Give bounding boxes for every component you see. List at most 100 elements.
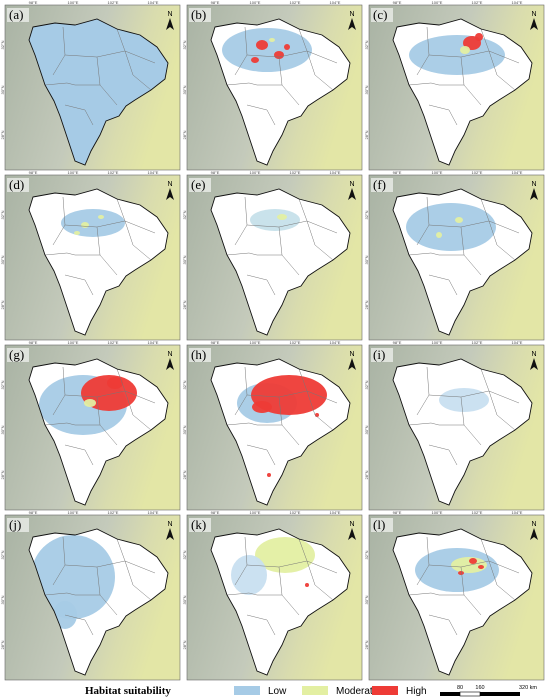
lon-label: 98°E [393, 0, 402, 5]
county-border [480, 198, 490, 222]
county-border [226, 252, 258, 256]
county-border [124, 390, 152, 431]
suitability-layer [39, 375, 137, 435]
north-arrow: N [531, 11, 536, 18]
label-box [7, 178, 29, 192]
lat-label: 32°N [0, 210, 5, 219]
county-border [408, 82, 440, 86]
county-border [428, 560, 520, 574]
north-arrow-icon [166, 528, 174, 540]
county-border [480, 538, 490, 562]
panel-label: (g) [9, 347, 24, 362]
suitability-area [436, 232, 442, 238]
lon-label: 98°E [393, 340, 402, 345]
suitability-area [251, 57, 259, 63]
province-border [210, 188, 351, 336]
north-arrow: N [167, 11, 172, 18]
county-border [428, 274, 458, 296]
suitability-layer [61, 209, 125, 237]
province-border [392, 188, 533, 336]
county-border [64, 220, 156, 234]
north-arrow: N [349, 181, 354, 188]
lon-label: 98°E [29, 170, 38, 175]
lon-label: 100°E [250, 510, 261, 515]
panel-label: (j) [9, 517, 21, 532]
suitability-area [31, 535, 115, 619]
suitability-area [475, 33, 483, 41]
lat-label: 30°N [0, 425, 5, 434]
suitability-area [277, 214, 287, 220]
suitability-area [231, 555, 267, 595]
lon-label: 104°E [330, 510, 341, 515]
legend-label: Moderate [336, 686, 379, 697]
lon-label: 102°E [472, 170, 483, 175]
county-border [306, 50, 334, 91]
county-border [116, 28, 126, 52]
lat-label: 32°N [0, 380, 5, 389]
map-panel: (b) N 98°E 100°E 102°E 104°E 32°N 30°N 28°N [182, 0, 363, 171]
county-border [488, 560, 516, 601]
panel-label: (e) [191, 177, 205, 192]
suitability-area [256, 40, 268, 50]
suitability-layer [231, 537, 315, 595]
county-border [298, 538, 308, 562]
lon-label: 98°E [29, 0, 38, 5]
scale-bar [440, 692, 460, 696]
legend-swatch [372, 686, 398, 695]
lat-label: 28°N [0, 470, 5, 479]
lat-label: 32°N [182, 40, 187, 49]
lat-label: 30°N [364, 255, 369, 264]
label-box [371, 348, 393, 362]
scale-label: 160 [475, 685, 484, 691]
north-arrow-icon [166, 188, 174, 200]
suitability-area [284, 44, 290, 50]
label-box [189, 178, 211, 192]
county-border [298, 28, 308, 52]
label-box [371, 178, 393, 192]
lon-label: 98°E [393, 170, 402, 175]
legend-label: Low [268, 686, 287, 697]
suitability-layer [415, 548, 499, 592]
label-box [371, 8, 393, 22]
suitability-area [74, 231, 80, 235]
lat-label: 32°N [364, 210, 369, 219]
lat-label: 32°N [364, 380, 369, 389]
province-border [392, 528, 533, 676]
north-arrow: N [531, 521, 536, 528]
county-border [246, 390, 338, 404]
north-arrow: N [167, 351, 172, 358]
scale-label: 80 [457, 685, 463, 691]
county-border [480, 368, 490, 392]
county-border [428, 104, 458, 126]
north-arrow-icon [348, 18, 356, 30]
lat-label: 30°N [182, 255, 187, 264]
lon-label: 100°E [68, 340, 79, 345]
lat-label: 30°N [0, 255, 5, 264]
map-panel: (c) N 98°E 100°E 102°E 104°E 32°N 30°N 28°N [364, 0, 545, 171]
lon-label: 104°E [148, 0, 159, 5]
map-panel: (f) N 98°E 100°E 102°E 104°E 32°N 30°N 28°N [364, 170, 545, 341]
county-border [428, 614, 458, 636]
lon-label: 100°E [432, 510, 443, 515]
map-panel: (l) N 98°E 100°E 102°E 104°E 32°N 30°N 28°N [364, 510, 545, 681]
county-border [306, 560, 334, 601]
legend-swatch [234, 686, 260, 695]
lon-label: 100°E [68, 170, 79, 175]
lat-label: 28°N [364, 470, 369, 479]
label-box [189, 348, 211, 362]
county-border [298, 198, 308, 222]
suitability-area [406, 203, 496, 251]
lat-label: 30°N [364, 595, 369, 604]
north-arrow: N [349, 521, 354, 528]
suitability-layer [222, 28, 312, 72]
north-arrow: N [531, 181, 536, 188]
county-border [246, 614, 276, 636]
map-panel: (e) N 98°E 100°E 102°E 104°E 32°N 30°N 28°N [182, 170, 363, 341]
lat-label: 30°N [182, 595, 187, 604]
suitability-area [478, 565, 484, 569]
county-border [64, 274, 94, 296]
north-arrow-icon [530, 358, 538, 370]
county-border [408, 422, 440, 426]
suitability-area [255, 537, 315, 573]
lat-label: 30°N [182, 425, 187, 434]
